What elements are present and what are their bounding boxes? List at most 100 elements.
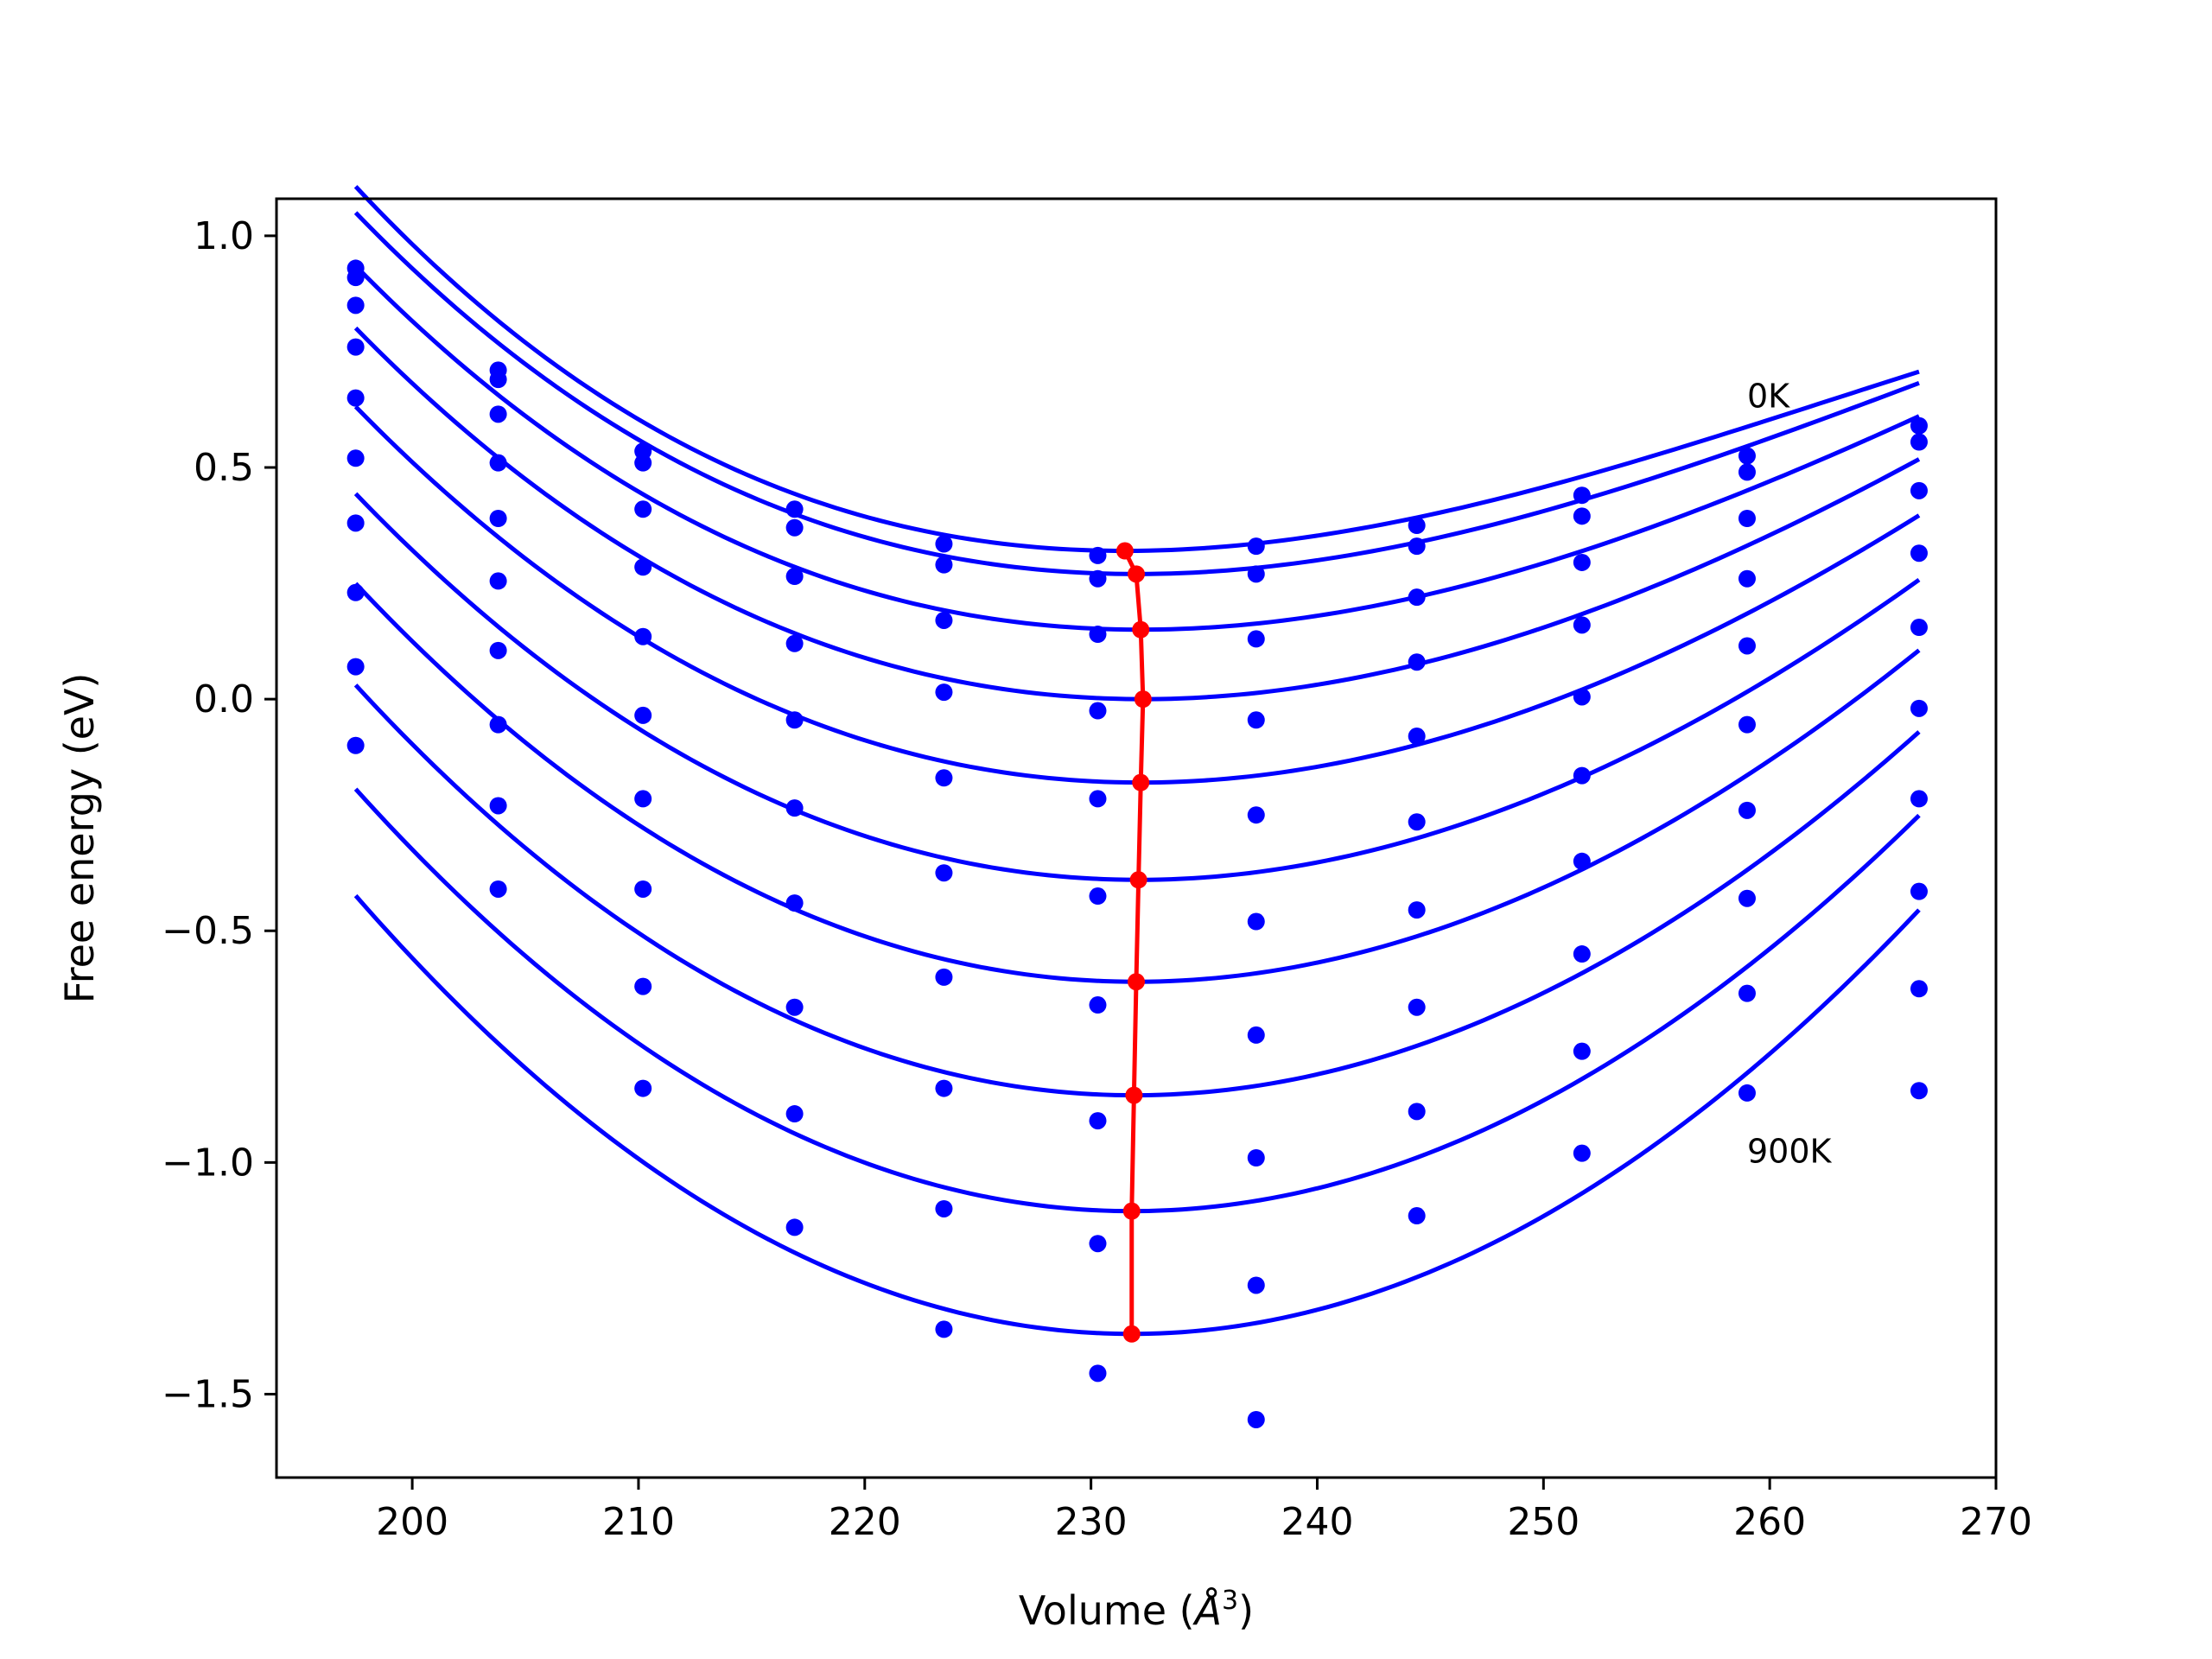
data-point xyxy=(1738,510,1756,527)
data-point xyxy=(1408,537,1426,556)
x-tick-label: 230 xyxy=(1055,1500,1128,1544)
data-point xyxy=(935,556,953,574)
data-point xyxy=(1910,433,1928,451)
data-point xyxy=(1910,619,1928,637)
data-point xyxy=(1738,1084,1756,1102)
data-point xyxy=(634,500,652,518)
x-tick-label: 220 xyxy=(829,1500,901,1544)
minimum-path xyxy=(1116,542,1152,1343)
x-axis-title: Volume (Å3) xyxy=(1019,1586,1254,1634)
data-point xyxy=(1247,1410,1265,1428)
data-point xyxy=(346,269,365,287)
data-point xyxy=(1089,1235,1107,1253)
data-point xyxy=(1089,546,1107,564)
x-axis-title-suffix: ) xyxy=(1238,1587,1254,1634)
x-axis-title-prefix: Volume ( xyxy=(1019,1587,1195,1634)
data-point xyxy=(634,977,652,995)
data-point xyxy=(785,799,804,817)
data-point xyxy=(489,572,507,590)
minimum-point xyxy=(1132,773,1150,791)
minimum-point xyxy=(1122,1325,1141,1343)
data-point xyxy=(1738,569,1756,588)
data-point xyxy=(1408,901,1426,919)
data-point xyxy=(489,715,507,734)
data-point xyxy=(1910,790,1928,808)
x-axis-title-unit: Å xyxy=(1192,1587,1222,1634)
data-point xyxy=(1573,1042,1591,1060)
minimum-point xyxy=(1116,542,1134,560)
data-point xyxy=(785,518,804,537)
data-point xyxy=(1089,569,1107,588)
data-point xyxy=(935,535,953,553)
data-point xyxy=(1738,984,1756,1002)
data-point xyxy=(1573,1144,1591,1162)
data-point xyxy=(1910,980,1928,998)
data-point xyxy=(1089,996,1107,1014)
data-point xyxy=(1910,1082,1928,1100)
data-point xyxy=(346,514,365,532)
x-tick-label: 270 xyxy=(1960,1500,2032,1544)
data-point xyxy=(1089,887,1107,906)
data-point xyxy=(346,658,365,676)
data-point xyxy=(1247,565,1265,583)
y-tick-label: −1.5 xyxy=(162,1372,254,1416)
data-point xyxy=(1910,882,1928,900)
data-point xyxy=(634,706,652,724)
data-point xyxy=(1573,553,1591,571)
minimum-point xyxy=(1129,871,1147,889)
minimum-point xyxy=(1134,690,1152,709)
data-point xyxy=(935,611,953,629)
data-point xyxy=(1910,544,1928,563)
data-point xyxy=(1408,998,1426,1016)
data-point xyxy=(489,797,507,815)
x-tick-label: 260 xyxy=(1733,1500,1806,1544)
data-point xyxy=(1573,486,1591,505)
data-point xyxy=(1573,945,1591,963)
data-point xyxy=(634,627,652,645)
x-tick-label: 200 xyxy=(376,1500,448,1544)
data-point xyxy=(1738,463,1756,481)
data-point xyxy=(935,1320,953,1338)
data-point xyxy=(1408,1103,1426,1121)
data-point xyxy=(785,500,804,518)
minimum-point xyxy=(1122,1202,1141,1220)
data-point xyxy=(634,454,652,472)
data-point xyxy=(1247,711,1265,729)
y-tick-label: 1.0 xyxy=(194,214,254,258)
data-point xyxy=(1573,507,1591,525)
minimum-point xyxy=(1125,1086,1143,1104)
data-point xyxy=(1738,447,1756,465)
data-point xyxy=(1408,728,1426,746)
data-point xyxy=(1408,517,1426,535)
data-point xyxy=(1247,537,1265,556)
minimum-line xyxy=(1122,550,1146,1334)
data-point xyxy=(1573,766,1591,785)
data-point xyxy=(489,405,507,423)
data-point xyxy=(1089,626,1107,644)
data-point xyxy=(935,1199,953,1217)
data-point xyxy=(634,880,652,898)
y-axis-title: Free energy (eV) xyxy=(56,673,103,1004)
data-point xyxy=(1089,790,1107,808)
data-point xyxy=(1573,616,1591,634)
data-point xyxy=(346,389,365,407)
curve-annotation: 0K xyxy=(1747,377,1790,415)
data-point xyxy=(1738,801,1756,819)
data-point xyxy=(1738,637,1756,655)
annotations: 0K 900K xyxy=(1747,377,1833,1170)
x-tick-label: 250 xyxy=(1507,1500,1580,1544)
x-tick-label: 240 xyxy=(1281,1500,1353,1544)
data-point xyxy=(1910,699,1928,717)
y-tick-label: 0.5 xyxy=(194,446,254,490)
data-point xyxy=(1089,702,1107,720)
data-point xyxy=(489,510,507,527)
data-point xyxy=(1738,889,1756,907)
data-point xyxy=(1247,912,1265,931)
data-point xyxy=(1247,806,1265,824)
data-point xyxy=(634,790,652,808)
minimum-point xyxy=(1128,565,1145,583)
data-point xyxy=(346,338,365,356)
y-tick-label: −0.5 xyxy=(162,909,254,953)
